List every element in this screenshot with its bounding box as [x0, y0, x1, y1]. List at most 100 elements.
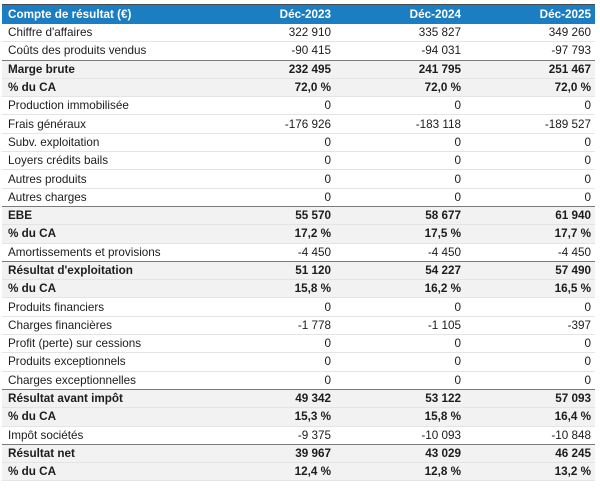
row-value: 57 490: [465, 260, 595, 280]
table-row: Frais généraux -176 926 -183 118 -189 527: [2, 114, 595, 134]
row-label: Chiffre d'affaires: [8, 25, 93, 39]
row-value: 0: [335, 370, 465, 390]
table-row: Résultat net 39 967 43 029 46 245: [2, 443, 595, 463]
row-label: Charges exceptionnelles: [2, 370, 205, 390]
row-label: Produits exceptionnels: [2, 352, 205, 372]
row-value: 49 342: [205, 388, 335, 408]
row-value: 12,4 %: [205, 462, 335, 481]
row-value: -1 105: [335, 315, 465, 335]
table-row: Chiffre d'affaires 322 910 335 827 349 260: [2, 24, 595, 42]
row-label: Résultat d'exploitation: [2, 260, 205, 280]
row-label: EBE: [2, 205, 205, 225]
table-row: Subv. exploitation 0 0 0: [2, 132, 595, 152]
row-value: 0: [205, 297, 335, 317]
row-value: 54 227: [335, 260, 465, 280]
table-row: Produits financiers 0 0 0: [2, 297, 595, 317]
row-value: -94 031: [335, 41, 465, 61]
row-label: Autres produits: [2, 169, 205, 189]
row-value: 16,2 %: [335, 279, 465, 298]
table-row: Produits exceptionnels 0 0 0: [2, 352, 595, 372]
row-label: % du CA: [2, 407, 205, 427]
table-header-row: Compte de résultat (€) Déc-2023 Déc-2024…: [2, 4, 595, 24]
row-value: -1 778: [205, 315, 335, 335]
row-value: 0: [465, 297, 595, 317]
row-value: 0: [335, 96, 465, 115]
row-value: -97 793: [465, 41, 595, 61]
row-value: -9 375: [205, 425, 335, 445]
row-label: Résultat net: [2, 443, 205, 463]
table-row: Charges exceptionnelles 0 0 0: [2, 370, 595, 390]
row-value: 17,5 %: [335, 224, 465, 244]
row-label: % du CA: [2, 224, 205, 244]
table-row: Loyers crédits bails 0 0 0: [2, 151, 595, 170]
row-value: 58 677: [335, 205, 465, 225]
row-value: 0: [335, 187, 465, 207]
row-value: -397: [465, 315, 595, 335]
row-value: 251 467: [465, 59, 595, 79]
row-value: 55 570: [205, 205, 335, 225]
table-row: Impôt sociétés -9 375 -10 093 -10 848: [2, 425, 595, 445]
row-value: 0: [465, 334, 595, 353]
row-value: 0: [335, 297, 465, 317]
row-value: 0: [335, 151, 465, 170]
table-row: Résultat d'exploitation 51 120 54 227 57 49…: [2, 260, 595, 280]
row-value: 0: [205, 151, 335, 170]
row-value: 0: [335, 352, 465, 372]
table-row: Autres charges 0 0 0: [2, 187, 595, 207]
row-label: Amortissements et provisions: [2, 242, 205, 262]
table-row: % du CA 72,0 % 72,0 % 72,0 %: [2, 77, 595, 97]
row-value: -10 093: [335, 425, 465, 445]
table-row: EBE 55 570 58 677 61 940: [2, 205, 595, 225]
row-value: 0: [465, 96, 595, 115]
row-label: Coûts des produits vendus: [2, 41, 205, 61]
row-value: 0: [205, 169, 335, 189]
row-value: 0: [465, 187, 595, 207]
table-row: Marge brute 232 495 241 795 251 467: [2, 59, 595, 79]
table-row: Coûts des produits vendus -90 415 -94 031-…: [2, 41, 595, 61]
row-value: 0: [335, 334, 465, 353]
row-value: 0: [465, 169, 595, 189]
row-value: 15,3 %: [205, 407, 335, 427]
row-value: 0: [205, 187, 335, 207]
row-value: 322 910: [288, 25, 331, 39]
row-label: Autres charges: [2, 187, 205, 207]
row-value: 39 967: [205, 443, 335, 463]
row-value: 0: [465, 352, 595, 372]
row-label: Loyers crédits bails: [2, 151, 205, 170]
row-value: -4 450: [465, 242, 595, 262]
row-value: -189 527: [465, 114, 595, 134]
income-statement-table: Compte de résultat (€) Déc-2023 Déc-2024…: [2, 4, 595, 482]
row-label: Charges financières: [2, 315, 205, 335]
row-value: 16,4 %: [465, 407, 595, 427]
table-row: Charges financières -1 778 -1 105 -397: [2, 315, 595, 335]
row-value: 46 245: [465, 443, 595, 463]
table-row: Résultat avant impôt 49 342 53 122 57 093: [2, 388, 595, 408]
row-value: -90 415: [205, 41, 335, 61]
row-value: 0: [335, 132, 465, 152]
column-header-dec-2024: Déc-2024: [335, 4, 465, 24]
row-value: 0: [205, 352, 335, 372]
row-value: 15,8 %: [205, 279, 335, 298]
row-label: Impôt sociétés: [2, 425, 205, 445]
row-value: 0: [335, 169, 465, 189]
row-value: 0: [205, 132, 335, 152]
table-row: % du CA 17,2 % 17,5 % 17,7 %: [2, 224, 595, 244]
row-value: 12,8 %: [335, 462, 465, 481]
row-value: 16,5 %: [465, 279, 595, 298]
row-label: Marge brute: [2, 59, 205, 79]
row-value: -10 848: [465, 425, 595, 445]
row-value: 51 120: [205, 260, 335, 280]
income-statement: Compte de résultat (€) Déc-2023 Déc-2024…: [2, 4, 595, 482]
row-value: 17,7 %: [465, 224, 595, 244]
row-label: % du CA: [2, 77, 205, 97]
row-value: 0: [205, 96, 335, 115]
row-value: 0: [465, 132, 595, 152]
table-row: Production immobilisée 0 0 0: [2, 96, 595, 115]
row-value: 15,8 %: [335, 407, 465, 427]
table-row: % du CA 12,4 % 12,8 % 13,2 %: [2, 462, 595, 481]
row-value: 0: [205, 334, 335, 353]
row-label: Résultat avant impôt: [2, 388, 205, 408]
row-label: % du CA: [2, 462, 205, 481]
row-value: 0: [205, 370, 335, 390]
row-value: 72,0 %: [205, 77, 335, 97]
